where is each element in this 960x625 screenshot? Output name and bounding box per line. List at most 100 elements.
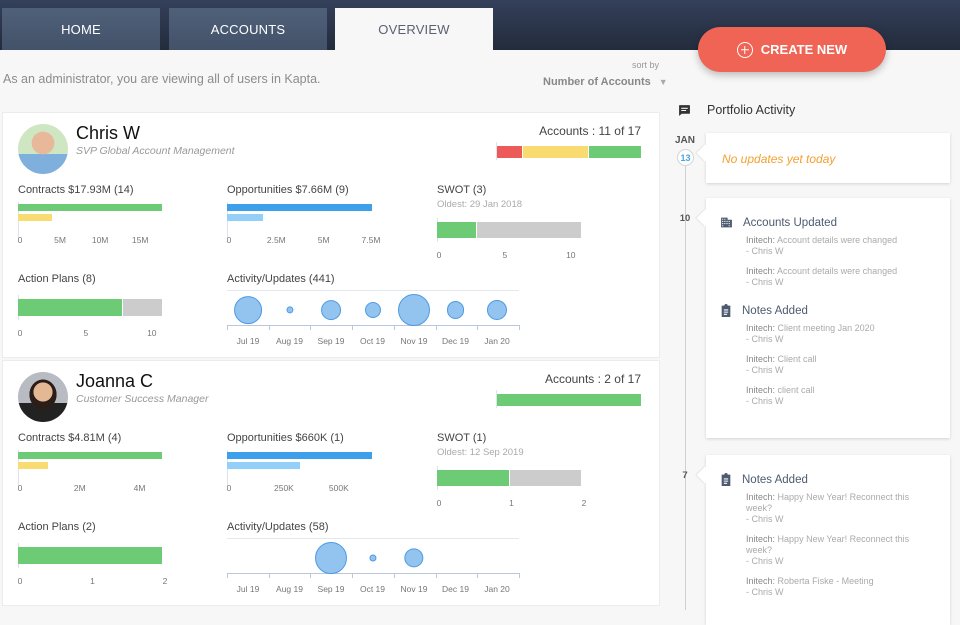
activity-axis-tick bbox=[227, 573, 228, 578]
activity-bubble[interactable] bbox=[364, 302, 381, 318]
swot-tick: 1 bbox=[509, 498, 514, 508]
opportunities-tick: 5M bbox=[317, 235, 330, 245]
clipboard-icon bbox=[720, 304, 732, 317]
tab-overview[interactable]: OVERVIEW bbox=[335, 8, 493, 50]
activity-bubble[interactable] bbox=[404, 548, 424, 568]
opportunities-bar-lightblue bbox=[227, 214, 263, 221]
activity-axis-tick bbox=[310, 573, 312, 578]
opportunities-tick: 2.5M bbox=[266, 235, 286, 245]
activity-month-label: Dec 19 bbox=[442, 336, 469, 346]
activity-item[interactable]: Initech: Client meeting Jan 2020- Chris … bbox=[746, 323, 916, 345]
activity-card: No updates yet today bbox=[706, 133, 950, 183]
accounts-count: Accounts : 11 of 17 bbox=[539, 124, 641, 138]
activity-author: - Chris W bbox=[746, 334, 784, 344]
activity-bubble[interactable] bbox=[321, 300, 341, 320]
sort-dropdown[interactable]: Number of Accounts ▼ bbox=[543, 76, 668, 88]
activity-item[interactable]: Initech: Roberta Fiske - Meeting - Chris … bbox=[746, 576, 916, 598]
intro-text: As an administrator, you are viewing all… bbox=[3, 72, 321, 86]
activity-section-title: Notes Added bbox=[742, 473, 808, 486]
activity-text: Client call bbox=[777, 354, 817, 364]
activity-axis-tick bbox=[519, 325, 520, 330]
opportunities-tick: 0 bbox=[226, 235, 232, 245]
swot-title: SWOT (1) bbox=[437, 432, 487, 444]
activity-month-label: Jan 20 bbox=[484, 336, 510, 346]
activity-month-label: Jan 20 bbox=[484, 584, 510, 594]
activity-card-body: Accounts Updated Initech: Account details… bbox=[706, 198, 950, 407]
contracts-bar-green bbox=[18, 204, 162, 211]
action-plans-tick: 2 bbox=[162, 576, 168, 586]
opportunities-bar-blue bbox=[227, 204, 372, 211]
activity-month-label: Jul 19 bbox=[236, 584, 260, 594]
opportunities-tick: 0 bbox=[226, 483, 232, 493]
opportunities-bar-blue bbox=[227, 452, 372, 459]
activity-bubble[interactable] bbox=[368, 554, 377, 562]
user-name[interactable]: Chris W bbox=[76, 123, 140, 143]
activity-item[interactable]: Initech: client call - Chris W bbox=[746, 385, 916, 407]
activity-text: Roberta Fiske - Meeting bbox=[777, 576, 874, 586]
contracts-tick: 0 bbox=[17, 235, 23, 245]
sort-value: Number of Accounts bbox=[543, 76, 651, 88]
activity-axis-tick bbox=[519, 573, 520, 578]
accounts-segment-yellow bbox=[523, 146, 589, 158]
user-role: Customer Success Manager bbox=[76, 393, 209, 405]
contracts-tick: 4M bbox=[133, 483, 146, 493]
activity-bubble[interactable] bbox=[446, 301, 465, 319]
contracts-title: Contracts $4.81M (4) bbox=[18, 432, 122, 444]
swot-segment-green bbox=[437, 470, 509, 486]
activity-item[interactable]: Initech: Account details were changed - C… bbox=[746, 235, 916, 257]
activity-item[interactable]: Initech: Happy New Year! Reconnect this … bbox=[746, 492, 916, 525]
account-name[interactable]: Initech: bbox=[746, 534, 776, 544]
activity-item[interactable]: Initech: Client call - Chris W bbox=[746, 354, 916, 376]
account-name[interactable]: Initech: bbox=[746, 576, 776, 586]
portfolio-activity-title: Portfolio Activity bbox=[707, 103, 796, 117]
activity-title: Activity/Updates (58) bbox=[227, 521, 329, 533]
activity-month-label: Nov 19 bbox=[400, 584, 428, 594]
activity-item[interactable]: Initech: Happy New Year! Reconnect this … bbox=[746, 534, 916, 567]
account-name[interactable]: Initech: bbox=[746, 492, 776, 502]
activity-author: - Chris W bbox=[746, 587, 784, 597]
swot-tick: 10 bbox=[566, 250, 576, 260]
activity-axis-tick bbox=[393, 325, 395, 330]
activity-month-label: Aug 19 bbox=[276, 584, 303, 594]
activity-bubble[interactable] bbox=[398, 294, 430, 326]
account-name[interactable]: Initech: bbox=[746, 354, 776, 364]
accounts-segment-green bbox=[497, 394, 641, 406]
tab-home[interactable]: HOME bbox=[2, 8, 160, 50]
activity-section-header: Notes Added bbox=[720, 473, 950, 486]
activity-text: client call bbox=[777, 385, 815, 395]
action-plans-segment-green bbox=[18, 299, 123, 316]
activity-axis-tick bbox=[477, 573, 479, 578]
swot-segment-gray bbox=[509, 470, 581, 486]
opportunities-tick: 250K bbox=[273, 483, 294, 493]
contracts-tick: 10M bbox=[91, 235, 109, 245]
building-icon bbox=[720, 216, 733, 229]
activity-bubble[interactable] bbox=[234, 296, 262, 324]
contracts-tick: 5M bbox=[54, 235, 66, 245]
activity-bubble[interactable] bbox=[285, 306, 294, 314]
account-name[interactable]: Initech: bbox=[746, 323, 776, 333]
activity-month-label: Dec 19 bbox=[442, 584, 469, 594]
account-name[interactable]: Initech: bbox=[746, 235, 776, 245]
swot-oldest: Oldest: 12 Sep 2019 bbox=[437, 447, 524, 458]
activity-bubble[interactable] bbox=[315, 542, 347, 574]
user-name[interactable]: Joanna C bbox=[76, 371, 154, 391]
action-plans-segment-green bbox=[18, 547, 162, 564]
activity-bubble[interactable] bbox=[486, 299, 508, 321]
activity-item[interactable]: Initech: Account details were changed - C… bbox=[746, 266, 916, 288]
comment-icon bbox=[679, 105, 690, 116]
activity-top-line bbox=[227, 538, 519, 539]
contracts-tick: 15M bbox=[131, 235, 149, 245]
contracts-tick: 0 bbox=[17, 483, 23, 493]
opportunities-bar-lightblue bbox=[227, 462, 300, 469]
avatar bbox=[18, 124, 68, 174]
account-name[interactable]: Initech: bbox=[746, 266, 776, 276]
accounts-segment-red bbox=[497, 146, 523, 158]
swot-tick: 0 bbox=[436, 498, 442, 508]
tab-accounts[interactable]: ACCOUNTS bbox=[169, 8, 327, 50]
activity-axis-tick bbox=[435, 325, 437, 330]
user-role: SVP Global Account Management bbox=[76, 145, 235, 157]
account-name[interactable]: Initech: bbox=[746, 385, 776, 395]
create-new-button[interactable]: CREATE NEW bbox=[698, 27, 886, 72]
activity-text: Happy New Year! Reconnect this week? bbox=[746, 492, 910, 513]
contracts-bar-yellow bbox=[18, 214, 52, 221]
